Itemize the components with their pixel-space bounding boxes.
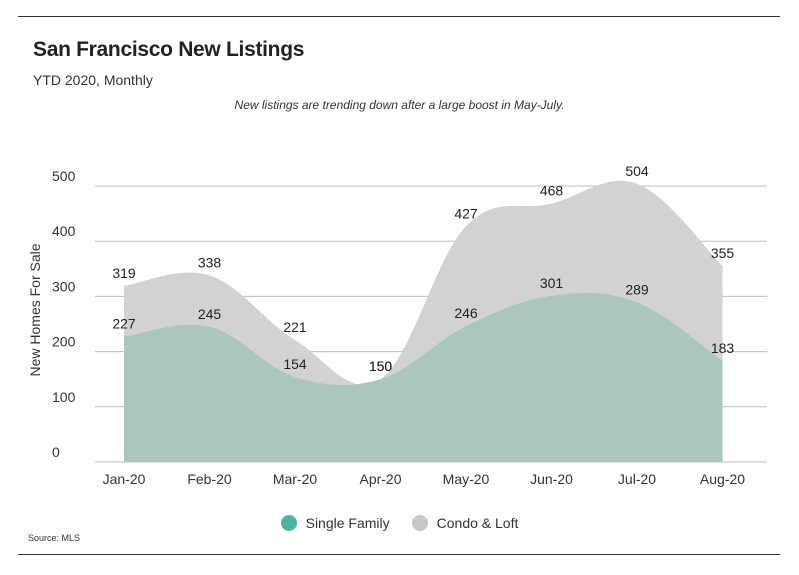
data-label-condo-loft-0: 319 <box>112 265 136 281</box>
chart-subtitle: YTD 2020, Monthly <box>33 72 153 88</box>
legend-label-condo-loft: Condo & Loft <box>436 515 519 531</box>
x-tick-label-3: Apr-20 <box>359 471 401 487</box>
chart-annotation: New listings are trending down after a l… <box>234 98 565 112</box>
x-tick-label-4: May-20 <box>443 471 490 487</box>
legend-item-single-family: Single Family <box>280 515 390 531</box>
data-label-condo-loft-2: 221 <box>283 319 307 335</box>
legend-swatch-condo-loft <box>411 515 428 531</box>
x-tick-label-1: Feb-20 <box>187 471 232 487</box>
y-tick-label-400: 400 <box>52 223 76 239</box>
data-label-condo-loft-6: 504 <box>625 163 649 179</box>
legend-swatch-single-family <box>280 515 297 531</box>
data-label-condo-loft-7: 355 <box>711 245 735 261</box>
source-note: Source: MLS <box>28 533 81 543</box>
area-single-family <box>124 292 723 462</box>
y-tick-label-0: 0 <box>52 444 60 460</box>
y-axis-label: New Homes For Sale <box>27 243 43 376</box>
x-tick-label-5: Jun-20 <box>530 471 573 487</box>
x-tick-label-7: Aug-20 <box>700 471 745 487</box>
data-label-single-family-4: 246 <box>454 305 478 321</box>
data-label-single-family-3: 150 <box>369 358 393 374</box>
y-tick-label-500: 500 <box>52 168 76 184</box>
data-label-condo-loft-1: 338 <box>198 254 222 270</box>
legend-label-single-family: Single Family <box>305 515 390 531</box>
data-label-single-family-2: 154 <box>283 356 307 372</box>
chart-title: San Francisco New Listings <box>33 38 305 61</box>
y-tick-label-100: 100 <box>52 389 76 405</box>
legend-item-condo-loft: Condo & Loft <box>411 515 519 531</box>
x-tick-label-0: Jan-20 <box>103 471 146 487</box>
legend: Single Family Condo & Loft <box>0 515 799 531</box>
x-tick-label-6: Jul-20 <box>618 471 656 487</box>
data-label-single-family-6: 289 <box>625 281 649 297</box>
data-label-single-family-5: 301 <box>540 275 564 291</box>
x-tick-label-2: Mar-20 <box>273 471 318 487</box>
data-label-condo-loft-4: 427 <box>454 205 478 221</box>
y-tick-label-300: 300 <box>52 278 76 294</box>
data-label-single-family-1: 245 <box>198 306 222 322</box>
top-rule <box>18 16 780 17</box>
bottom-rule <box>18 554 780 555</box>
y-tick-label-200: 200 <box>52 334 76 350</box>
data-label-condo-loft-3: 150 <box>369 358 393 374</box>
data-label-single-family-7: 183 <box>711 340 735 356</box>
data-label-single-family-0: 227 <box>112 316 136 332</box>
data-label-condo-loft-5: 468 <box>540 183 564 199</box>
